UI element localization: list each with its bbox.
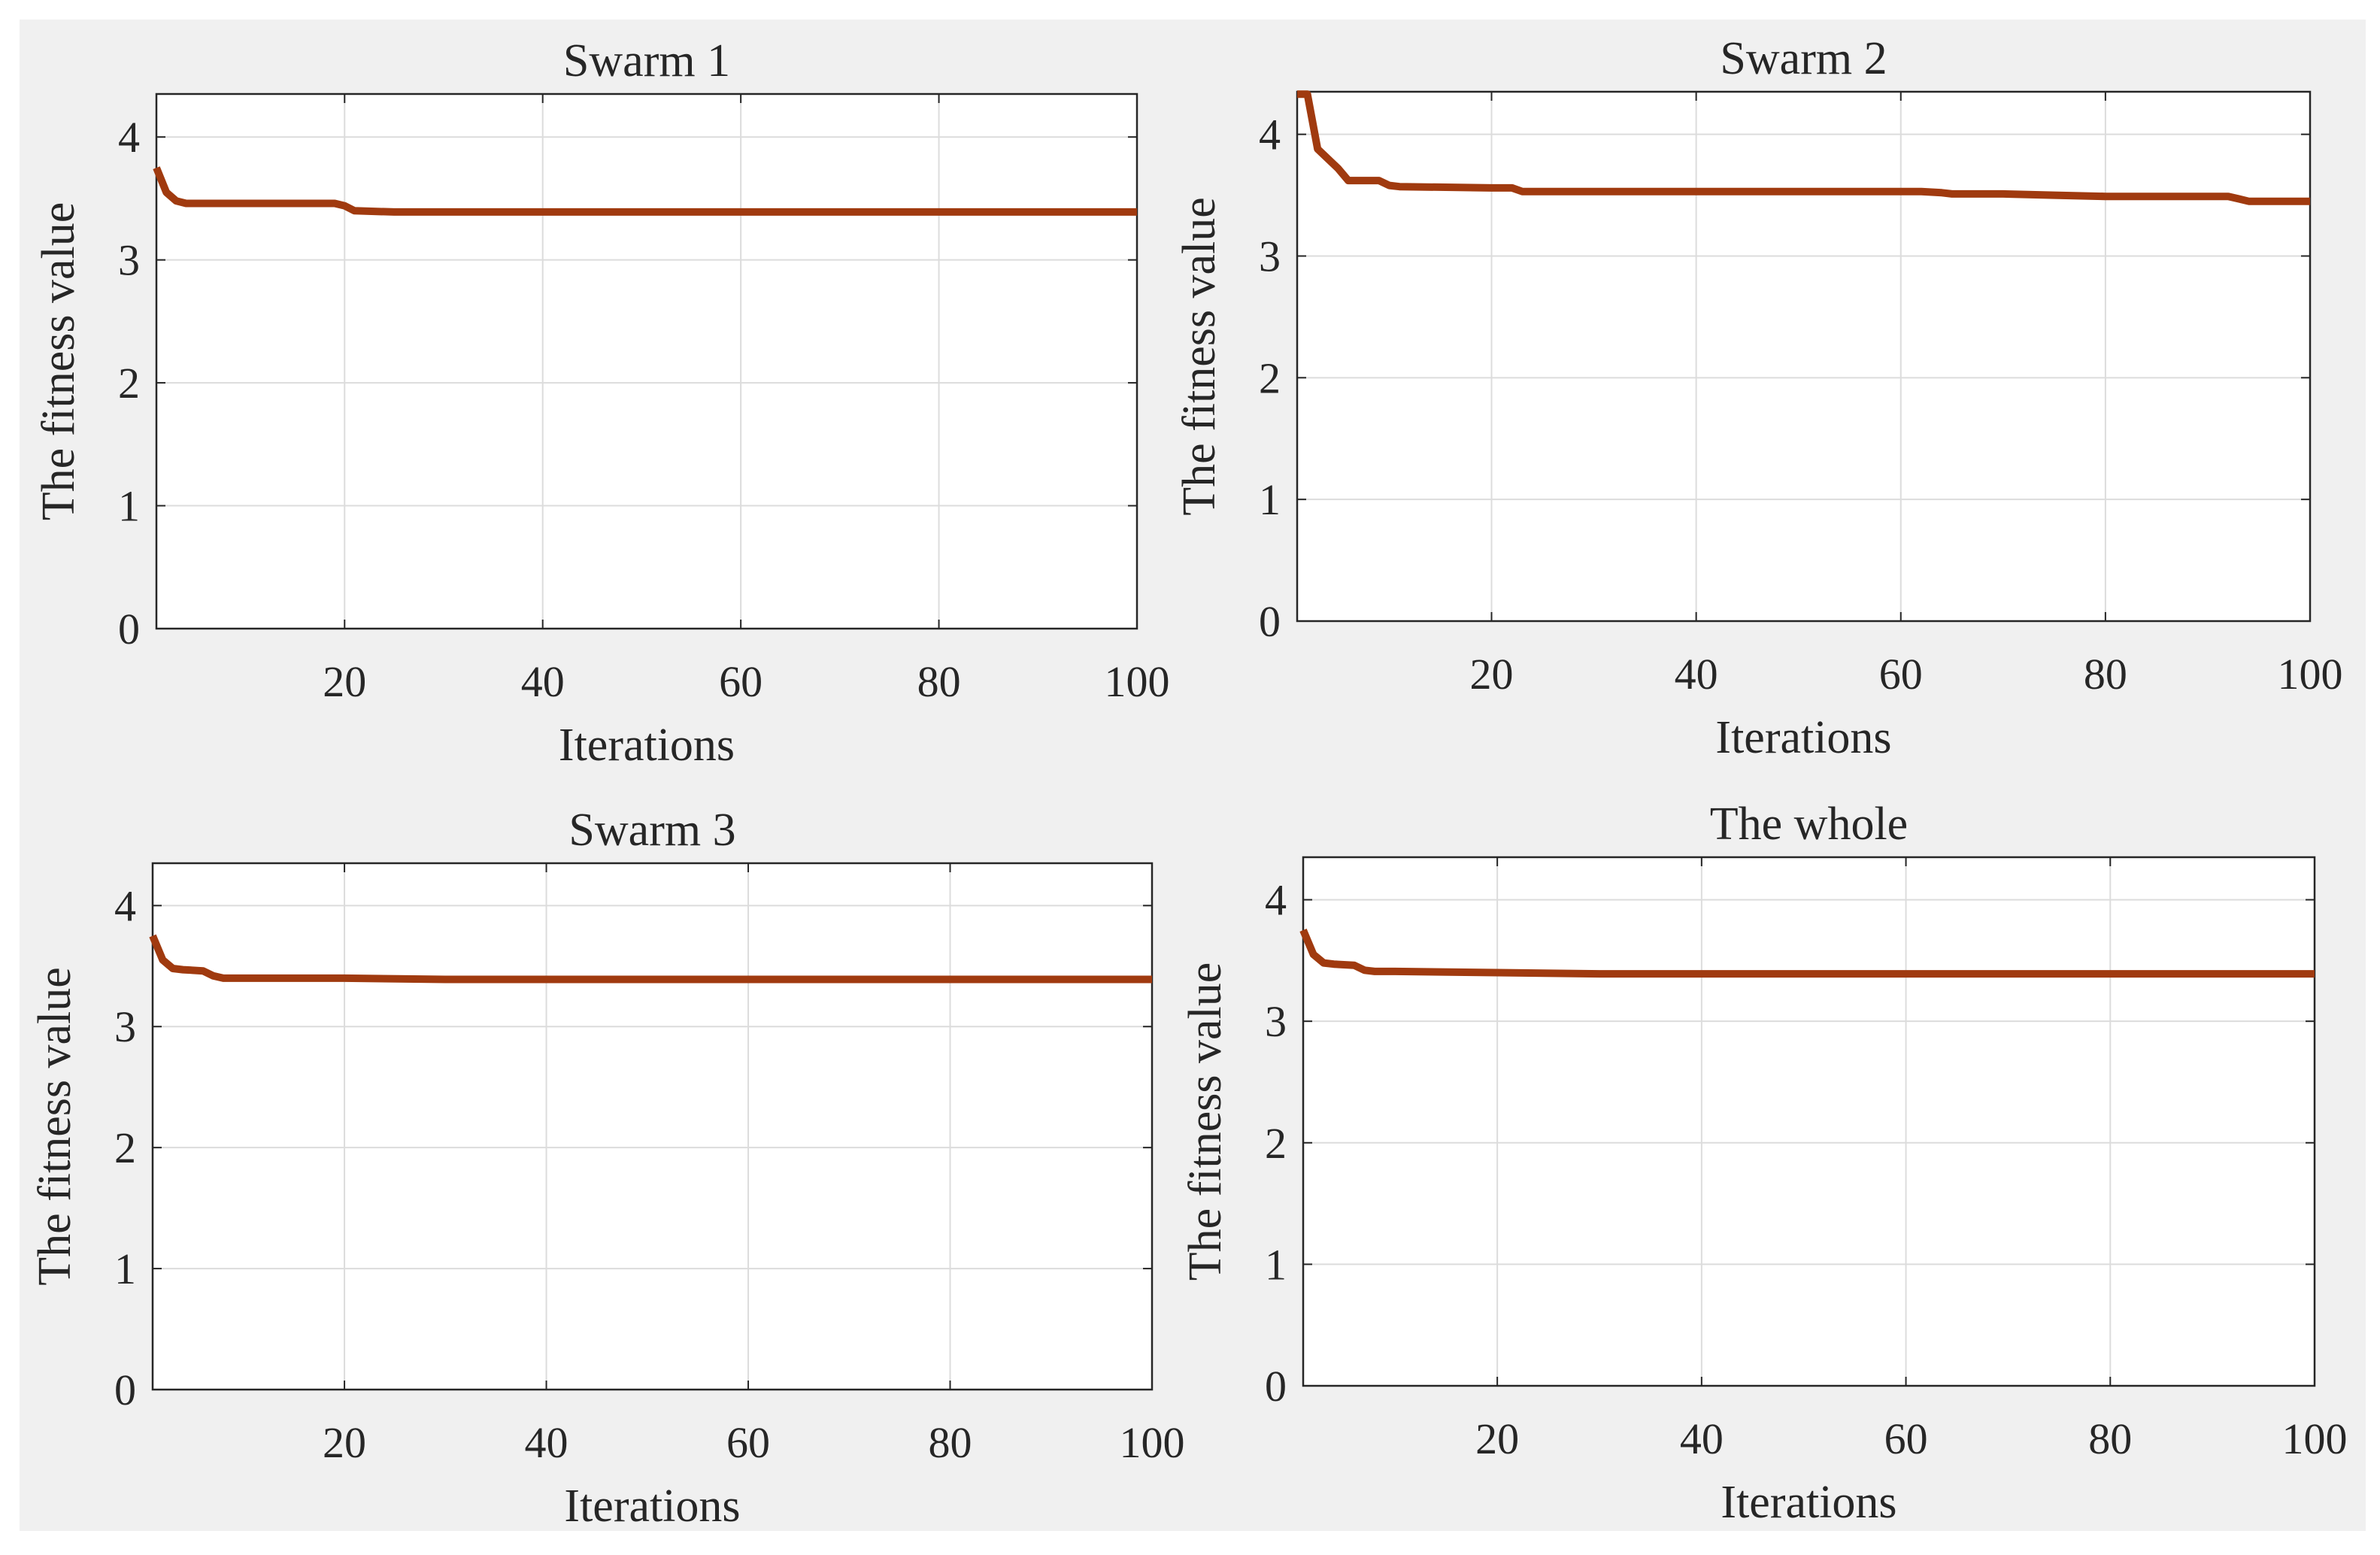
plot-area xyxy=(1303,857,2315,1386)
axes-box xyxy=(155,92,1138,630)
series-line-fitness xyxy=(153,166,1137,216)
y-tick-label: 3 xyxy=(118,236,140,285)
x-tick-label: 80 xyxy=(2084,650,2127,699)
x-tick-label: 60 xyxy=(726,1418,770,1467)
y-tick-label: 1 xyxy=(114,1244,136,1293)
plot-area xyxy=(156,94,1137,629)
y-tick-label: 2 xyxy=(118,359,140,408)
y-axis-label: The fitness value xyxy=(29,967,80,1286)
axes-box xyxy=(151,862,1154,1391)
x-tick-label: 20 xyxy=(323,657,366,706)
x-tick-label: 40 xyxy=(1675,650,1718,699)
x-tick-label: 100 xyxy=(2282,1414,2348,1463)
y-tick-label: 4 xyxy=(114,881,136,930)
x-tick-label: 20 xyxy=(1470,650,1514,699)
x-tick-label: 40 xyxy=(1680,1414,1724,1463)
x-tick-label: 40 xyxy=(525,1418,568,1467)
series-line-fitness xyxy=(1297,90,2310,205)
y-tick-label: 3 xyxy=(114,1002,136,1051)
chart-title: Swarm 2 xyxy=(1720,33,1887,84)
x-axis-label: Iterations xyxy=(564,1481,740,1532)
x-tick-label: 80 xyxy=(917,657,961,706)
y-tick-label: 0 xyxy=(1265,1362,1287,1411)
y-tick-label: 4 xyxy=(1259,111,1281,159)
chart-title: Swarm 1 xyxy=(563,35,730,86)
axes-box xyxy=(1302,856,2316,1387)
x-tick-label: 60 xyxy=(1879,650,1923,699)
series-line-fitness xyxy=(149,934,1152,984)
y-tick-label: 1 xyxy=(118,482,140,531)
x-tick-label: 100 xyxy=(2278,650,2343,699)
x-tick-label: 80 xyxy=(929,1418,972,1467)
y-tick-label: 2 xyxy=(1265,1119,1287,1168)
x-tick-label: 100 xyxy=(1120,1418,1185,1467)
y-tick-label: 0 xyxy=(118,605,140,653)
x-tick-label: 60 xyxy=(1884,1414,1928,1463)
y-tick-label: 3 xyxy=(1259,232,1281,280)
x-tick-label: 40 xyxy=(521,657,565,706)
x-tick-label: 20 xyxy=(323,1418,366,1467)
y-tick-label: 2 xyxy=(1259,353,1281,402)
x-axis-label: Iterations xyxy=(1721,1477,1896,1528)
subplot-swarm-3: 20 40 60 80 100 0 1 2 3 4 Swarm 3 Iterations The fit… xyxy=(29,805,1185,1532)
y-tick-label: 1 xyxy=(1259,475,1281,524)
subplot-the-whole: 20 40 60 80 100 0 1 2 3 4 The whole Iterations The f… xyxy=(1180,799,2348,1528)
series-line-fitness xyxy=(1299,929,2315,978)
chart-title: The whole xyxy=(1710,799,1908,850)
x-tick-label: 60 xyxy=(719,657,763,706)
y-tick-label: 0 xyxy=(114,1366,136,1414)
x-tick-label: 20 xyxy=(1475,1414,1519,1463)
y-tick-label: 0 xyxy=(1259,597,1281,646)
x-axis-label: Iterations xyxy=(559,720,735,771)
y-axis-label: The fitness value xyxy=(1180,962,1231,1281)
y-tick-label: 3 xyxy=(1265,997,1287,1046)
x-tick-label: 100 xyxy=(1105,657,1170,706)
axes-box xyxy=(1296,90,2312,623)
y-tick-label: 2 xyxy=(114,1123,136,1172)
y-tick-label: 4 xyxy=(118,113,140,162)
x-axis-label: Iterations xyxy=(1715,712,1891,763)
plot-area xyxy=(1297,92,2310,621)
y-axis-label: The fitness value xyxy=(1174,197,1225,516)
subplot-swarm-2: 20 40 60 80 100 0 1 2 3 4 Swarm 2 Iterations The fit… xyxy=(1174,33,2343,763)
x-tick-label: 80 xyxy=(2088,1414,2132,1463)
y-tick-label: 4 xyxy=(1265,876,1287,925)
subplot-swarm-1: 20 40 60 80 100 0 1 2 3 4 Swarm 1 Iterations The fit… xyxy=(33,35,1170,771)
plot-area xyxy=(153,863,1152,1390)
y-tick-label: 1 xyxy=(1265,1240,1287,1289)
chart-title: Swarm 3 xyxy=(568,805,735,856)
y-axis-label: The fitness value xyxy=(33,202,84,521)
